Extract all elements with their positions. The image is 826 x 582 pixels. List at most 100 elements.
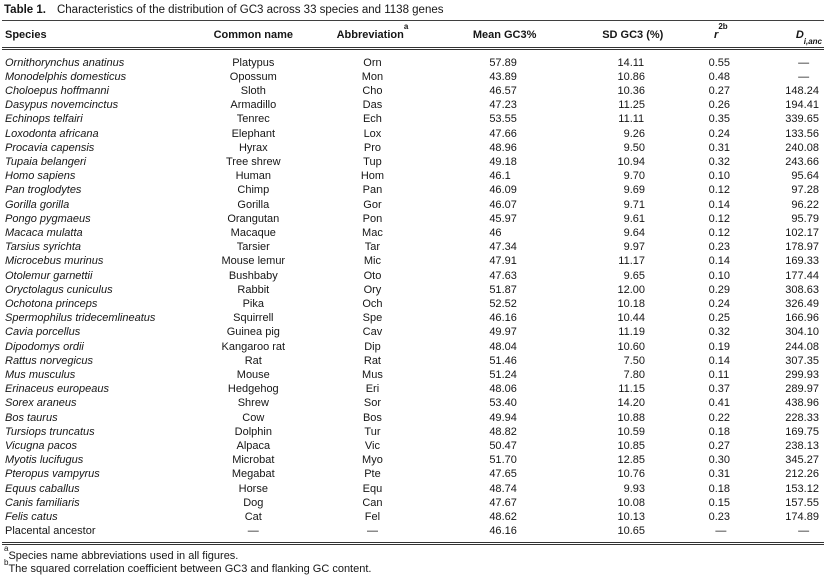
r2-cell: 0.24 bbox=[708, 127, 731, 140]
table-row: Erinaceus europeaus Hedgehog Eri 48.06 11.15… bbox=[2, 382, 824, 396]
d-cell: 102.17 bbox=[785, 226, 819, 239]
common-name-cell: Bushbaby bbox=[228, 269, 278, 282]
table-title: Table 1. Characteristics of the distribut… bbox=[2, 3, 824, 21]
abbreviation-cell: Pte bbox=[364, 468, 381, 481]
header-subscript: i,anc bbox=[803, 37, 822, 47]
abbreviation-cell: Pro bbox=[363, 141, 381, 154]
mean-cell: 57.89 bbox=[489, 56, 517, 69]
abbreviation-cell: Sor bbox=[363, 397, 381, 410]
common-name-cell: Horse bbox=[238, 482, 268, 495]
common-name-cell: Chimp bbox=[237, 184, 270, 197]
d-cell: — bbox=[798, 70, 810, 83]
sd-cell: 12.00 bbox=[617, 283, 645, 296]
table-footnotes: aSpecies name abbreviations used in all … bbox=[2, 545, 824, 577]
sd-cell: 9.97 bbox=[623, 241, 645, 254]
species-cell: Procavia capensis bbox=[5, 141, 95, 154]
d-cell: — bbox=[798, 525, 810, 538]
species-cell: Myotis lucifugus bbox=[5, 454, 84, 467]
table-row: Sorex araneus Shrew Sor 53.40 14.20 0.41 438.9… bbox=[2, 396, 824, 410]
mean-cell: 48.74 bbox=[489, 482, 517, 495]
species-cell: Echinops telfairi bbox=[5, 113, 83, 126]
table-body: Ornithorynchus anatinus Platypus Orn 57.89 1… bbox=[2, 49, 824, 544]
r2-cell: 0.14 bbox=[708, 198, 731, 211]
table-row: Microcebus murinus Mouse lemur Mic 47.91 11.… bbox=[2, 254, 824, 268]
species-cell: Pteropus vampyrus bbox=[5, 468, 100, 481]
column-header-d: Di,anc bbox=[795, 29, 822, 47]
d-cell: 174.89 bbox=[785, 511, 819, 523]
d-cell: 339.65 bbox=[785, 113, 819, 126]
table-row: Ochotona princeps Pika Och 52.52 10.18 0.24 32… bbox=[2, 297, 824, 311]
d-cell: 177.44 bbox=[785, 269, 819, 282]
r2-cell: 0.24 bbox=[708, 297, 731, 310]
mean-cell: 53.55 bbox=[489, 113, 517, 126]
common-name-cell: Elephant bbox=[231, 127, 276, 140]
r2-cell: 0.31 bbox=[708, 141, 731, 154]
common-name-cell: Alpaca bbox=[236, 439, 271, 452]
species-cell: Otolemur garnettii bbox=[5, 269, 93, 282]
species-cell: Placental ancestor bbox=[5, 525, 96, 538]
r2-cell: 0.10 bbox=[708, 269, 731, 282]
r2-cell: 0.14 bbox=[708, 255, 731, 268]
table-row: Pongo pygmaeus Orangutan Pon 45.97 9.61 0.12 9… bbox=[2, 212, 824, 226]
footnote-a-text: Species name abbreviations used in all f… bbox=[8, 549, 239, 562]
common-name-cell: Tenrec bbox=[236, 113, 270, 126]
abbreviation-cell: — bbox=[366, 525, 378, 538]
sd-cell: 9.64 bbox=[623, 226, 645, 239]
common-name-cell: Macaque bbox=[230, 226, 276, 239]
r2-cell: 0.12 bbox=[708, 184, 731, 197]
d-cell: 244.08 bbox=[785, 340, 819, 353]
common-name-cell: Cow bbox=[242, 411, 265, 424]
footnote-a: aSpecies name abbreviations used in all … bbox=[4, 545, 822, 564]
species-cell: Gorilla gorilla bbox=[5, 198, 70, 211]
species-cell: Equus caballus bbox=[5, 482, 80, 495]
r2-cell: 0.18 bbox=[708, 425, 731, 438]
mean-cell: 49.97 bbox=[489, 326, 517, 339]
table-caption: Characteristics of the distribution of G… bbox=[56, 4, 444, 16]
sd-cell: 10.44 bbox=[617, 312, 645, 325]
mean-cell: 48.62 bbox=[489, 511, 517, 523]
sd-cell: 9.61 bbox=[623, 212, 645, 225]
header-row: Species Common name Abbreviationa Mean GC3%… bbox=[2, 21, 824, 49]
r2-cell: 0.41 bbox=[708, 397, 731, 410]
sd-cell: 9.26 bbox=[623, 127, 645, 140]
mean-cell: 51.46 bbox=[489, 354, 517, 367]
common-name-cell: Tarsier bbox=[236, 241, 270, 254]
r2-cell: 0.22 bbox=[708, 411, 731, 424]
common-name-cell: Microbat bbox=[232, 454, 275, 467]
d-cell: 308.63 bbox=[785, 283, 819, 296]
common-name-cell: Sloth bbox=[240, 84, 266, 97]
d-cell: 212.26 bbox=[785, 468, 819, 481]
d-cell: 289.97 bbox=[785, 383, 819, 396]
r2-cell: 0.26 bbox=[708, 99, 731, 112]
common-name-cell: Hedgehog bbox=[227, 383, 279, 396]
mean-cell: 48.04 bbox=[489, 340, 517, 353]
r2-cell: 0.32 bbox=[708, 326, 731, 339]
d-cell: 438.96 bbox=[785, 397, 819, 410]
abbreviation-cell: Eri bbox=[365, 383, 380, 396]
sd-cell: 10.85 bbox=[617, 439, 645, 452]
abbreviation-cell: Pon bbox=[362, 212, 383, 225]
species-cell: Spermophilus tridecemlineatus bbox=[5, 312, 156, 325]
table-row: Myotis lucifugus Microbat Myo 51.70 12.85 0.3… bbox=[2, 453, 824, 467]
r2-cell: 0.12 bbox=[708, 212, 731, 225]
abbreviation-cell: Tup bbox=[363, 155, 382, 168]
common-name-cell: Mouse bbox=[236, 368, 270, 381]
d-cell: 307.35 bbox=[785, 354, 819, 367]
sd-cell: 14.20 bbox=[617, 397, 645, 410]
common-name-cell: Opossum bbox=[229, 70, 277, 83]
common-name-cell: Mouse lemur bbox=[221, 255, 286, 268]
table-row: Canis familiaris Dog Can 47.67 10.08 0.15 157.… bbox=[2, 496, 824, 510]
table-row: Mus musculus Mouse Mus 51.24 7.80 0.11 299.93 bbox=[2, 368, 824, 382]
abbreviation-cell: Das bbox=[362, 99, 383, 112]
species-cell: Tursiops truncatus bbox=[5, 425, 95, 438]
table-row: Monodelphis domesticus Opossum Mon 43.89 10.… bbox=[2, 70, 824, 84]
common-name-cell: Kangaroo rat bbox=[221, 340, 286, 353]
sd-cell: 9.71 bbox=[623, 198, 645, 211]
mean-cell: 48.06 bbox=[489, 383, 517, 396]
d-cell: 238.13 bbox=[785, 439, 819, 452]
common-name-cell: Rat bbox=[244, 354, 262, 367]
species-cell: Bos taurus bbox=[5, 411, 58, 424]
sd-cell: 10.65 bbox=[617, 525, 645, 538]
d-cell: 148.24 bbox=[785, 84, 819, 97]
table-row: Otolemur garnettii Bushbaby Oto 47.63 9.65 0.… bbox=[2, 269, 824, 283]
